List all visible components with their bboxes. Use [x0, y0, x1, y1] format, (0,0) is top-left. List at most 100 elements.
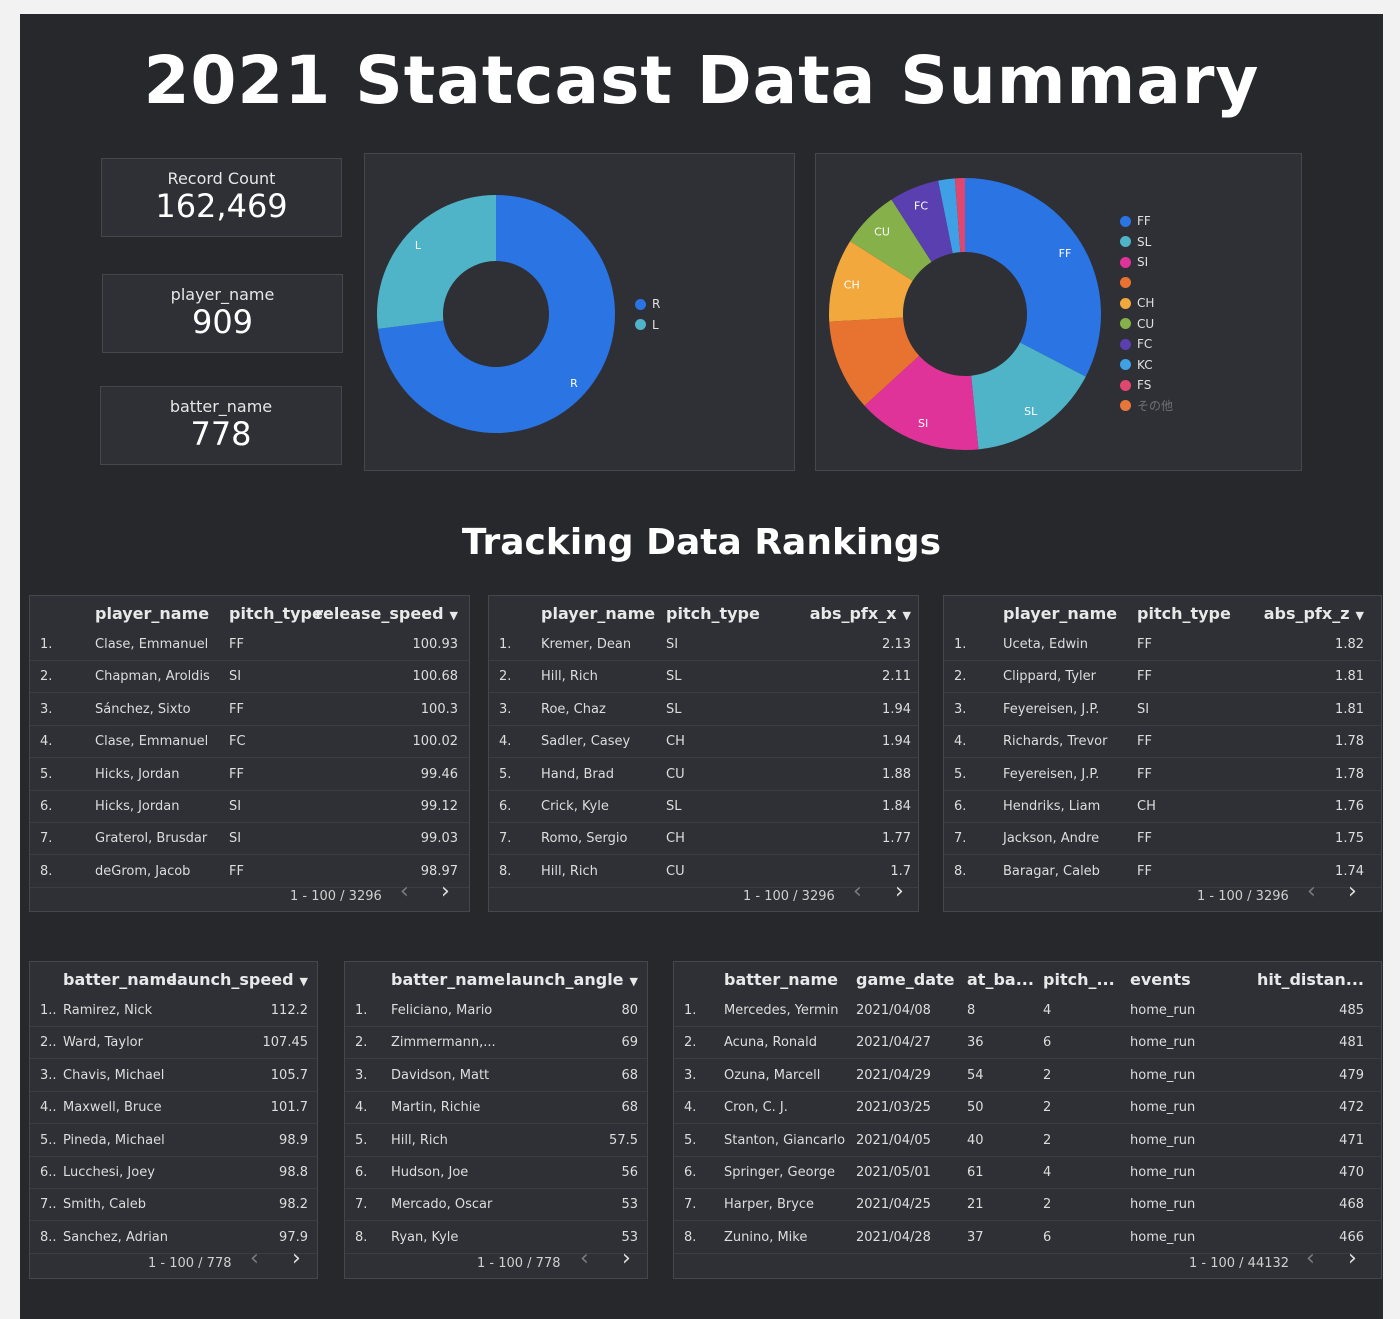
table-row[interactable]: 2. Zimmermann,... 69	[345, 1026, 647, 1060]
table-row[interactable]: 6. Crick, Kyle SL 1.84	[489, 790, 918, 823]
table-row[interactable]: 3. Ozuna, Marcell 2021/04/29 54 2 home_run 479	[674, 1059, 1381, 1092]
column-header[interactable]: abs_pfx_x ▼	[810, 604, 911, 623]
column-header[interactable]: player_name	[95, 604, 209, 623]
table-row[interactable]: 5. Stanton, Giancarlo 2021/04/05 40 2 home_ru…	[674, 1124, 1381, 1157]
legend-item[interactable]: SL	[1120, 232, 1173, 253]
table-row[interactable]: 3. Davidson, Matt 68	[345, 1059, 647, 1092]
column-header[interactable]: player_name	[541, 604, 655, 623]
table-row[interactable]: 5. Hand, Brad CU 1.88	[489, 758, 918, 791]
table-row[interactable]: 6. Hendriks, Liam CH 1.76	[944, 790, 1381, 823]
table-row[interactable]: 6. Springer, George 2021/05/01 61 4 home_run 4…	[674, 1156, 1381, 1189]
table-row[interactable]: 3. Roe, Chaz SL 1.94	[489, 693, 918, 726]
table-row[interactable]: 6. Hudson, Joe 56	[345, 1156, 647, 1189]
pie-slice-cu[interactable]	[850, 199, 932, 281]
legend-item[interactable]: CU	[1120, 314, 1173, 335]
table-row[interactable]: 3. Sánchez, Sixto FF 100.3	[30, 693, 469, 726]
table-row[interactable]: 1.. Ramirez, Nick 112.2	[30, 994, 317, 1027]
column-header[interactable]: pitch_type	[666, 604, 760, 623]
column-header[interactable]: release_speed ▼	[315, 604, 458, 623]
table-row[interactable]: 4. Clase, Emmanuel FC 100.02	[30, 725, 469, 759]
table-row[interactable]: 5. Feyereisen, J.P. FF 1.78	[944, 758, 1381, 791]
column-header[interactable]: abs_pfx_z ▼	[1264, 604, 1364, 623]
pie-slice-ff[interactable]	[965, 178, 1101, 377]
pie-slice-si[interactable]	[864, 355, 979, 450]
chevron-right-icon[interactable]: ›	[1348, 879, 1357, 904]
column-header[interactable]: batter_name	[391, 970, 505, 989]
chevron-left-icon[interactable]: ‹	[1307, 879, 1316, 904]
pie-slice-unlabeled[interactable]	[829, 317, 920, 406]
table-row[interactable]: 7.. Smith, Caleb 98.2	[30, 1188, 317, 1222]
pie-slice-fc[interactable]	[891, 180, 953, 262]
table-row[interactable]: 4. Martin, Richie 68	[345, 1091, 647, 1125]
chevron-right-icon[interactable]: ›	[1348, 1246, 1357, 1271]
table-row[interactable]: 2. Hill, Rich SL 2.11	[489, 660, 918, 694]
legend-item[interactable]: KC	[1120, 355, 1173, 376]
table-row[interactable]: 3.. Chavis, Michael 105.7	[30, 1059, 317, 1092]
column-header[interactable]: launch_speed ▼	[171, 970, 308, 989]
pie-slice-sl[interactable]	[971, 342, 1086, 450]
pie-slice-l[interactable]	[377, 195, 496, 329]
chevron-left-icon[interactable]: ‹	[1306, 1246, 1315, 1271]
column-header[interactable]: events	[1130, 970, 1191, 989]
table-row[interactable]: 2. Clippard, Tyler FF 1.81	[944, 660, 1381, 694]
pie-slice-ch[interactable]	[829, 241, 913, 322]
legend-item[interactable]	[1120, 273, 1173, 294]
legend-item[interactable]: CH	[1120, 293, 1173, 314]
chevron-left-icon[interactable]: ‹	[400, 879, 409, 904]
chevron-left-icon[interactable]: ‹	[853, 879, 862, 904]
legend-item[interactable]: その他	[1120, 396, 1173, 417]
legend-item[interactable]: R	[635, 294, 660, 315]
table-row[interactable]: 1. Mercedes, Yermin 2021/04/08 8 4 home_run 48…	[674, 994, 1381, 1027]
table-row[interactable]: 3. Feyereisen, J.P. SI 1.81	[944, 693, 1381, 726]
column-header[interactable]: at_ba...	[967, 970, 1034, 989]
table-row[interactable]: 5.. Pineda, Michael 98.9	[30, 1124, 317, 1157]
legend-item[interactable]: FC	[1120, 334, 1173, 355]
table-row[interactable]: 4. Richards, Trevor FF 1.78	[944, 725, 1381, 759]
table-row[interactable]: 2. Acuna, Ronald 2021/04/27 36 6 home_run 481	[674, 1026, 1381, 1060]
table-row[interactable]: 6.. Lucchesi, Joey 98.8	[30, 1156, 317, 1189]
table-row[interactable]: 8. Zunino, Mike 2021/04/28 37 6 home_run 466	[674, 1221, 1381, 1254]
table-row[interactable]: 4.. Maxwell, Bruce 101.7	[30, 1091, 317, 1125]
column-header[interactable]: pitch_type	[229, 604, 323, 623]
table-row[interactable]: 7. Graterol, Brusdar SI 99.03	[30, 822, 469, 856]
legend-item[interactable]: FF	[1120, 211, 1173, 232]
chevron-right-icon[interactable]: ›	[292, 1246, 301, 1271]
table-row[interactable]: 4. Sadler, Casey CH 1.94	[489, 725, 918, 759]
pie-slice-kc[interactable]	[938, 178, 961, 254]
table-row[interactable]: 7. Jackson, Andre FF 1.75	[944, 822, 1381, 856]
chevron-left-icon[interactable]: ‹	[250, 1246, 259, 1271]
column-header[interactable]: hit_distan...	[1257, 970, 1364, 989]
table-row[interactable]: 1. Uceta, Edwin FF 1.82	[944, 628, 1381, 661]
chevron-right-icon[interactable]: ›	[441, 879, 450, 904]
pie-slice-r[interactable]	[377, 195, 615, 433]
table-row[interactable]: 8. Hill, Rich CU 1.7	[489, 855, 918, 888]
table-row[interactable]: 1. Kremer, Dean SI 2.13	[489, 628, 918, 661]
chevron-right-icon[interactable]: ›	[622, 1246, 631, 1271]
table-row[interactable]: 1. Feliciano, Mario 80	[345, 994, 647, 1027]
table-row[interactable]: 8. deGrom, Jacob FF 98.97	[30, 855, 469, 888]
table-row[interactable]: 7. Mercado, Oscar 53	[345, 1188, 647, 1222]
table-row[interactable]: 5. Hicks, Jordan FF 99.46	[30, 758, 469, 791]
table-row[interactable]: 7. Romo, Sergio CH 1.77	[489, 822, 918, 856]
legend-item[interactable]: L	[635, 315, 660, 336]
column-header[interactable]: game_date	[856, 970, 955, 989]
column-header[interactable]: pitch_...	[1043, 970, 1115, 989]
table-row[interactable]: 4. Cron, C. J. 2021/03/25 50 2 home_run 472	[674, 1091, 1381, 1125]
column-header[interactable]: player_name	[1003, 604, 1117, 623]
table-row[interactable]: 5. Hill, Rich 57.5	[345, 1124, 647, 1157]
table-row[interactable]: 1. Clase, Emmanuel FF 100.93	[30, 628, 469, 661]
table-row[interactable]: 7. Harper, Bryce 2021/04/25 21 2 home_run 468	[674, 1188, 1381, 1222]
legend-item[interactable]: FS	[1120, 375, 1173, 396]
chevron-left-icon[interactable]: ‹	[580, 1246, 589, 1271]
column-header[interactable]: launch_angle ▼	[506, 970, 638, 989]
table-row[interactable]: 2.. Ward, Taylor 107.45	[30, 1026, 317, 1060]
table-row[interactable]: 8.. Sanchez, Adrian 97.9	[30, 1221, 317, 1254]
chevron-right-icon[interactable]: ›	[895, 879, 904, 904]
table-row[interactable]: 8. Ryan, Kyle 53	[345, 1221, 647, 1254]
column-header[interactable]: pitch_type	[1137, 604, 1231, 623]
table-row[interactable]: 6. Hicks, Jordan SI 99.12	[30, 790, 469, 823]
table-row[interactable]: 2. Chapman, Aroldis SI 100.68	[30, 660, 469, 694]
column-header[interactable]: batter_name	[63, 970, 177, 989]
pie-slice-fs[interactable]	[954, 178, 965, 253]
column-header[interactable]: batter_name	[724, 970, 838, 989]
